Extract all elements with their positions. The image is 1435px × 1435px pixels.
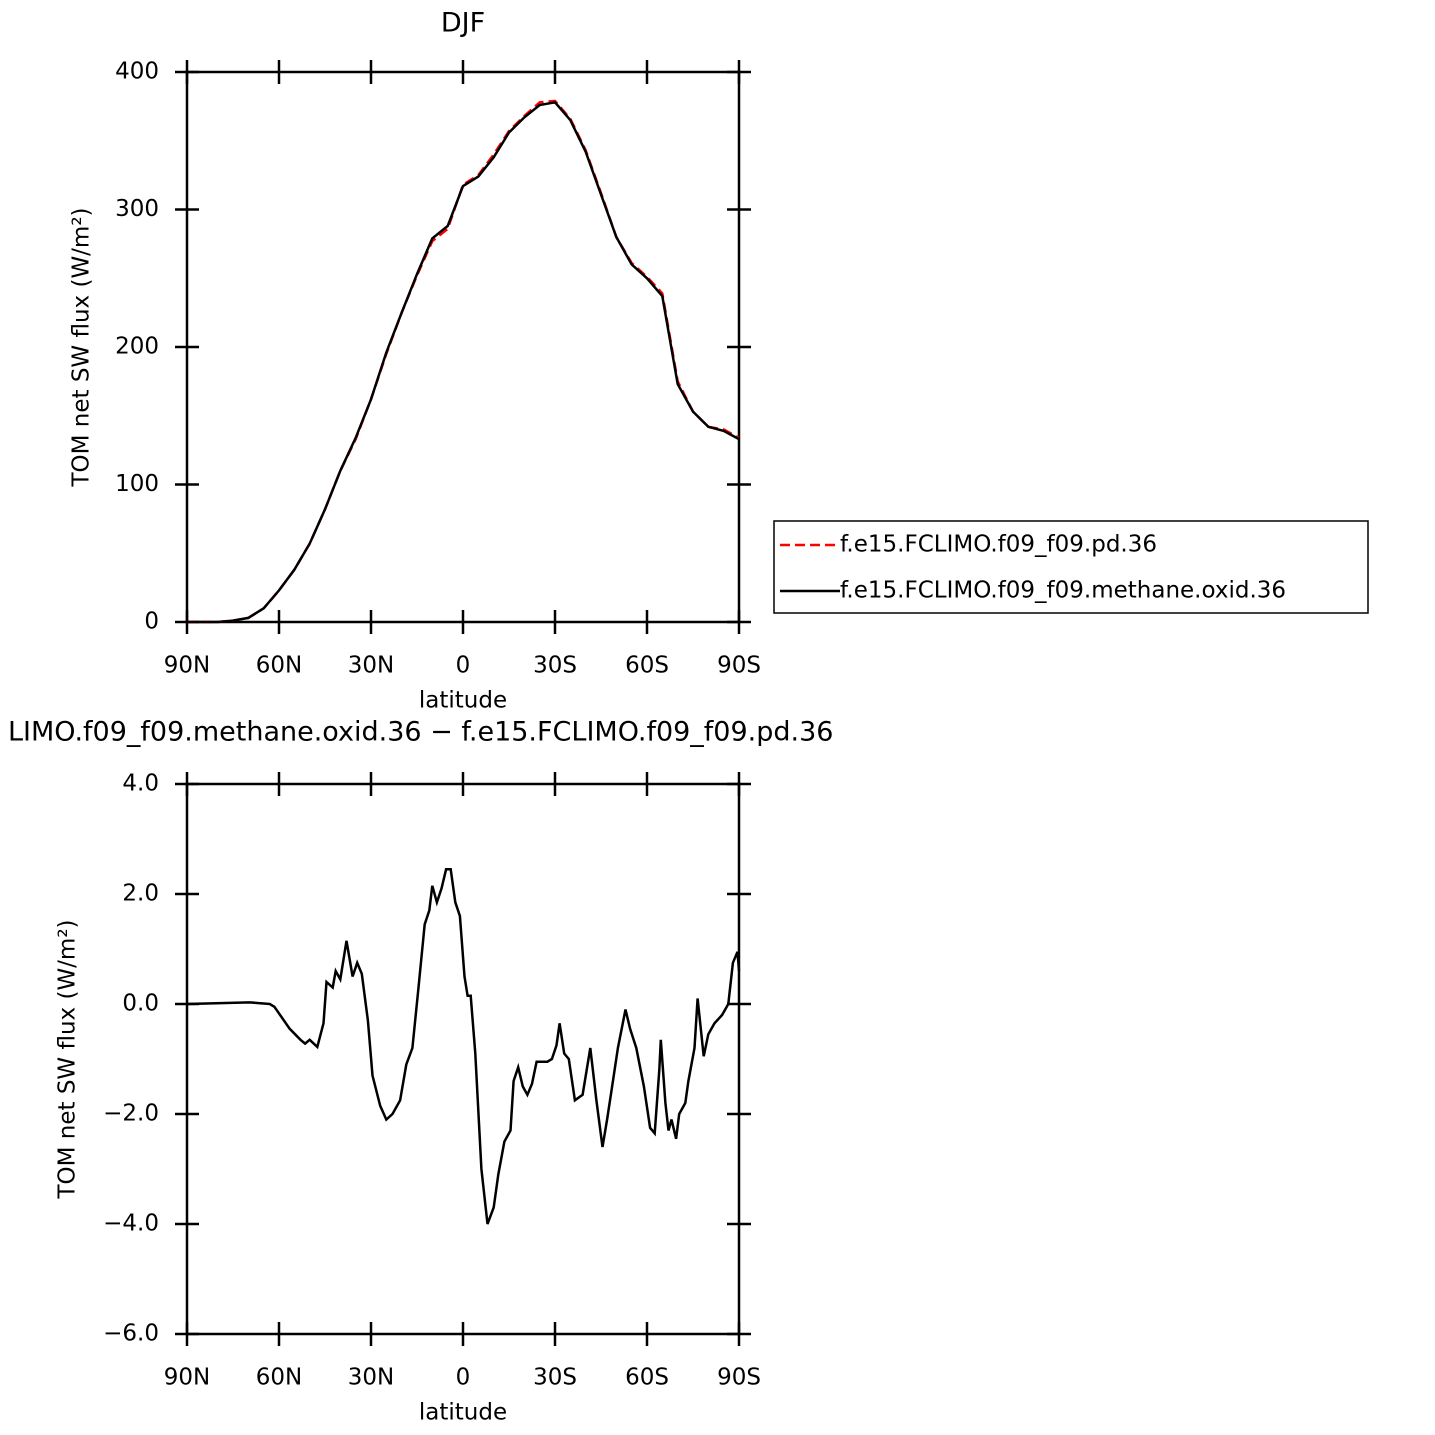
x-tick-label: 60N [256,653,302,679]
y-tick-label: −6.0 [103,1321,159,1347]
x-tick-label: 90N [164,1365,210,1391]
y-tick-label: 4.0 [122,771,159,797]
x-axis-label: latitude [419,688,507,714]
x-tick-label: 30S [533,1365,577,1391]
y-tick-label: 0 [144,609,159,635]
data-line [187,99,740,624]
y-tick-label: 0.0 [122,991,159,1017]
x-tick-label: 60S [625,653,669,679]
x-tick-label: 0 [456,1365,471,1391]
legend-label: f.e15.FCLIMO.f09_f09.pd.36 [840,532,1157,558]
y-axis-label: TOM net SW flux (W/m²) [69,207,95,487]
y-tick-label: −2.0 [103,1101,159,1127]
legend-box [773,520,1369,614]
y-tick-label: 300 [115,196,159,222]
y-axis-label: TOM net SW flux (W/m²) [55,919,81,1199]
y-tick-label: 2.0 [122,881,159,907]
x-tick-label: 60N [256,1365,302,1391]
y-tick-label: −4.0 [103,1211,159,1237]
x-tick-label: 90S [717,653,761,679]
x-tick-label: 90N [164,653,210,679]
y-tick-label: 100 [115,471,159,497]
data-line [187,100,740,624]
y-tick-label: 400 [115,59,159,85]
y-tick-label: 200 [115,334,159,360]
legend-label: f.e15.FCLIMO.f09_f09.methane.oxid.36 [840,578,1286,604]
x-axis-label: latitude [419,1400,507,1426]
x-tick-label: 30S [533,653,577,679]
data-line [186,868,741,1225]
x-tick-label: 0 [456,653,471,679]
plot-frame [185,782,741,1336]
chart-title: LIMO.f09_f09.methane.oxid.36 − f.e15.FCL… [8,717,833,748]
x-tick-label: 30N [348,653,394,679]
chart-title: DJF [441,8,485,39]
x-tick-label: 60S [625,1365,669,1391]
x-tick-label: 90S [717,1365,761,1391]
plot-frame [185,70,741,624]
x-tick-label: 30N [348,1365,394,1391]
